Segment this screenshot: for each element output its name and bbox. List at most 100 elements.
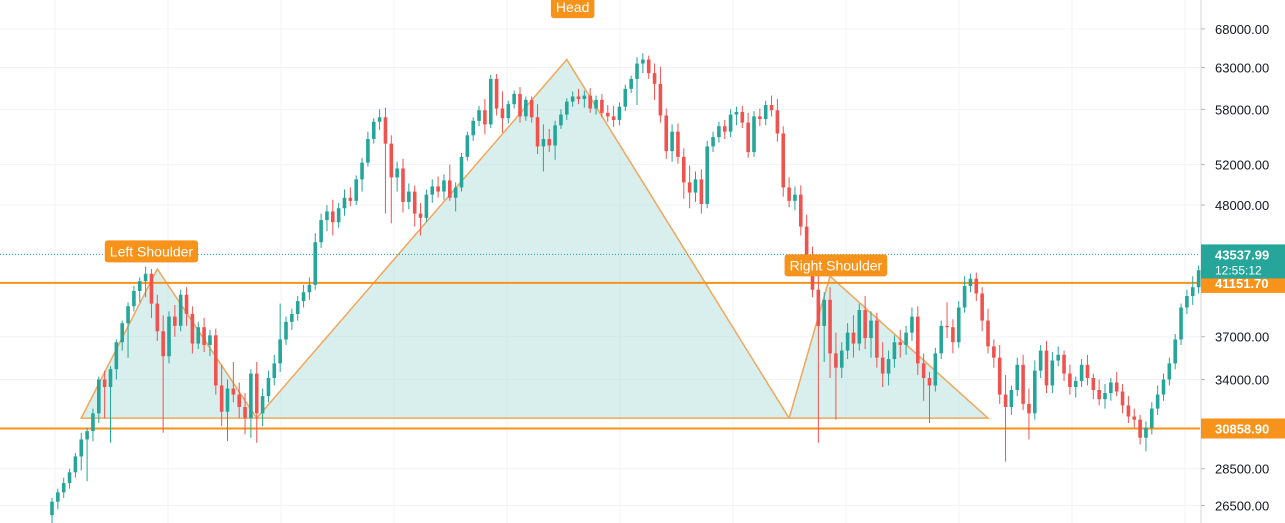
horizontal-levels[interactable] <box>0 253 1200 430</box>
candle <box>857 303 862 351</box>
candle-body <box>465 135 470 157</box>
price-tick-label: 52000.00 <box>1215 158 1269 173</box>
candle <box>822 292 826 362</box>
candle <box>494 73 499 116</box>
candle-body <box>828 299 832 354</box>
candle <box>202 317 206 352</box>
candle-body <box>73 456 78 473</box>
candle <box>886 350 891 386</box>
candle-body <box>886 359 891 374</box>
candle-body <box>1155 394 1160 409</box>
candle-body <box>529 99 534 118</box>
candle <box>565 98 569 120</box>
candle <box>658 66 663 123</box>
candle-body <box>430 186 435 195</box>
candle <box>722 119 727 139</box>
candle <box>184 287 189 326</box>
candle <box>1050 351 1055 394</box>
candle <box>155 294 160 341</box>
candle-body <box>214 335 218 386</box>
candle-body <box>1114 382 1119 392</box>
candle-body <box>278 339 282 364</box>
candle <box>623 84 628 112</box>
candle <box>793 186 797 211</box>
candle-body <box>483 110 487 125</box>
candle <box>1056 346 1060 367</box>
candle <box>1015 357 1020 397</box>
candle <box>1062 350 1066 381</box>
candle-body <box>880 357 885 374</box>
candle <box>208 329 212 357</box>
candle-body <box>1027 403 1031 414</box>
candle-body <box>173 316 177 326</box>
candle <box>927 372 932 423</box>
candle <box>968 273 973 293</box>
candle <box>249 369 253 438</box>
price-tick-label: 68000.00 <box>1215 22 1269 37</box>
price-tick-label: 26500.00 <box>1215 499 1269 514</box>
candle <box>740 105 745 129</box>
candle-body <box>412 191 417 214</box>
candle-body <box>611 116 616 120</box>
candle-body <box>395 168 399 178</box>
candle <box>307 277 312 300</box>
candle <box>834 332 838 420</box>
candle-body <box>1021 364 1025 404</box>
candle <box>1085 354 1090 386</box>
candle-body <box>243 406 247 419</box>
candle-body <box>114 342 119 370</box>
pattern-label: Right Shoulder <box>784 254 888 277</box>
candle-body <box>331 211 335 223</box>
candle-body <box>980 293 984 321</box>
candle <box>1132 408 1137 428</box>
candle-body <box>740 111 745 123</box>
level-price-tag[interactable]: 30858.90 <box>1201 418 1285 439</box>
candle <box>1150 402 1154 435</box>
price-axis[interactable]: 68000.00 63000.00 58000.00 52000.00 48000.00… <box>1200 0 1285 523</box>
candle <box>693 171 698 202</box>
candle-body <box>424 194 429 218</box>
candle <box>1155 385 1160 415</box>
candle-body <box>1062 354 1066 374</box>
candle <box>85 427 89 482</box>
price-tick-label: 28500.00 <box>1215 462 1269 477</box>
candle-body <box>845 332 850 351</box>
candle <box>553 120 557 160</box>
candle-body <box>904 332 908 345</box>
candle <box>331 199 335 236</box>
candle-body <box>313 242 318 285</box>
candle-body <box>448 180 452 198</box>
candle <box>430 179 435 203</box>
candle-body <box>623 88 628 107</box>
candle <box>442 174 446 200</box>
candle <box>916 306 920 376</box>
candle-body <box>161 331 165 357</box>
candle <box>880 342 885 387</box>
candle-body <box>348 197 353 201</box>
pattern-label: Head <box>550 0 595 19</box>
candle-body <box>284 321 288 340</box>
candle-body <box>190 313 195 344</box>
candle <box>1120 383 1125 414</box>
candle <box>956 301 961 348</box>
candle <box>137 277 142 303</box>
candle-body <box>459 156 464 188</box>
candle <box>278 303 282 373</box>
pattern-label: Left Shoulder <box>104 240 199 263</box>
candle <box>360 157 364 192</box>
candle <box>1138 414 1142 445</box>
candle <box>828 287 832 378</box>
candle <box>377 109 382 130</box>
candle <box>781 126 786 197</box>
candle <box>641 53 645 74</box>
candle <box>389 135 394 224</box>
candle-body <box>453 187 458 198</box>
candle-body <box>629 78 633 89</box>
candle-body <box>108 369 113 387</box>
candle-body <box>1161 379 1166 395</box>
candle-body <box>477 110 481 121</box>
candle <box>132 286 136 312</box>
candle-body <box>1068 373 1072 387</box>
